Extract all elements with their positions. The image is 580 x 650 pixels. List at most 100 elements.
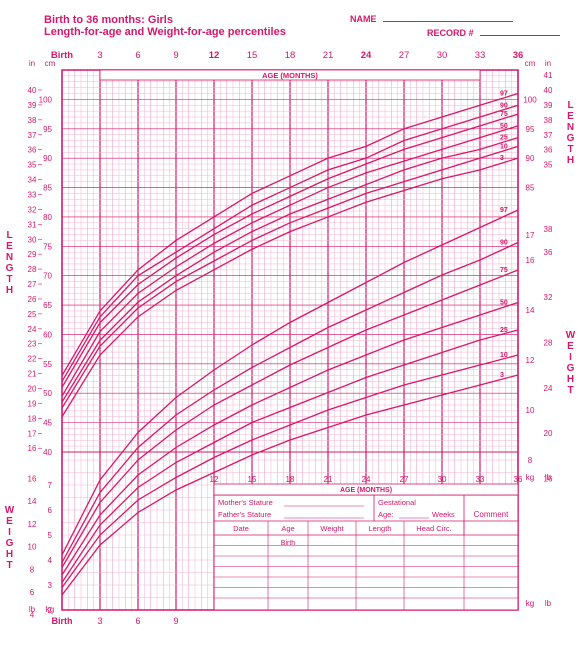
svg-text:AGE (MONTHS): AGE (MONTHS): [262, 71, 318, 80]
svg-text:30: 30: [28, 235, 37, 244]
svg-text:18: 18: [28, 414, 37, 423]
svg-text:37: 37: [544, 131, 553, 140]
svg-text:80: 80: [43, 213, 52, 222]
svg-text:15: 15: [248, 475, 257, 484]
svg-text:9: 9: [173, 616, 178, 626]
svg-text:30: 30: [437, 50, 448, 61]
svg-text:45: 45: [43, 419, 52, 428]
svg-text:3: 3: [97, 616, 102, 626]
svg-text:2: 2: [48, 606, 53, 615]
svg-text:33: 33: [476, 475, 485, 484]
svg-text:Weeks: Weeks: [432, 510, 455, 519]
svg-text:90: 90: [43, 154, 52, 163]
svg-text:35: 35: [28, 161, 37, 170]
svg-text:37: 37: [28, 131, 37, 140]
svg-text:lb: lb: [545, 599, 552, 608]
svg-text:3: 3: [500, 155, 504, 162]
svg-text:16: 16: [28, 475, 37, 484]
svg-text:75: 75: [500, 111, 508, 118]
svg-text:6: 6: [48, 506, 53, 515]
svg-text:28: 28: [28, 265, 37, 274]
svg-text:12: 12: [209, 50, 220, 61]
svg-text:27: 27: [28, 280, 37, 289]
svg-text:21: 21: [28, 370, 37, 379]
svg-text:24: 24: [362, 475, 371, 484]
svg-text:21: 21: [323, 50, 334, 61]
svg-text:25: 25: [28, 310, 37, 319]
svg-text:22: 22: [28, 355, 37, 364]
svg-text:Age:: Age:: [378, 510, 393, 519]
svg-text:5: 5: [48, 531, 53, 540]
svg-text:27: 27: [400, 475, 409, 484]
svg-text:10: 10: [500, 143, 508, 150]
svg-text:26: 26: [28, 295, 37, 304]
svg-text:Birth: Birth: [52, 616, 73, 626]
svg-text:12: 12: [210, 475, 219, 484]
svg-text:in: in: [545, 59, 551, 68]
svg-text:in: in: [29, 59, 35, 68]
svg-text:8: 8: [528, 456, 533, 465]
svg-text:65: 65: [43, 301, 52, 310]
svg-text:kg: kg: [526, 473, 534, 482]
svg-text:cm: cm: [525, 59, 536, 68]
svg-text:6: 6: [30, 588, 35, 597]
svg-text:50: 50: [500, 123, 508, 130]
svg-text:cm: cm: [45, 59, 56, 68]
svg-text:20: 20: [28, 385, 37, 394]
svg-text:85: 85: [526, 184, 535, 193]
svg-text:30: 30: [438, 475, 447, 484]
svg-text:38: 38: [544, 116, 553, 125]
svg-text:24: 24: [28, 325, 37, 334]
svg-text:28: 28: [544, 338, 553, 347]
svg-text:12: 12: [526, 356, 535, 365]
svg-text:36: 36: [513, 50, 524, 61]
svg-text:95: 95: [526, 125, 535, 134]
svg-text:95: 95: [43, 125, 52, 134]
svg-text:14: 14: [526, 306, 535, 315]
svg-text:32: 32: [28, 205, 37, 214]
svg-text:Comment: Comment: [474, 510, 509, 519]
svg-text:16: 16: [544, 475, 553, 484]
svg-text:Gestational: Gestational: [378, 498, 416, 507]
svg-text:3: 3: [48, 581, 53, 590]
svg-text:kg: kg: [526, 599, 534, 608]
svg-text:36: 36: [28, 146, 37, 155]
svg-text:12: 12: [28, 520, 37, 529]
svg-text:75: 75: [500, 267, 508, 274]
svg-text:97: 97: [500, 207, 508, 214]
svg-text:10: 10: [28, 543, 37, 552]
svg-text:60: 60: [43, 330, 52, 339]
svg-text:36: 36: [514, 475, 523, 484]
svg-text:40: 40: [28, 86, 37, 95]
svg-text:39: 39: [544, 101, 553, 110]
svg-text:40: 40: [43, 448, 52, 457]
svg-text:90: 90: [500, 240, 508, 247]
svg-text:38: 38: [28, 116, 37, 125]
svg-text:Mother's Stature: Mother's Stature: [218, 498, 273, 507]
growth-chart-page: Birth to 36 months: Girls Length-for-age…: [0, 0, 580, 650]
svg-text:20: 20: [544, 429, 553, 438]
svg-text:4: 4: [30, 611, 35, 620]
svg-text:Birth: Birth: [281, 540, 296, 547]
svg-text:100: 100: [39, 95, 53, 104]
svg-text:24: 24: [544, 384, 553, 393]
svg-text:23: 23: [28, 340, 37, 349]
svg-text:6: 6: [135, 50, 140, 61]
svg-text:18: 18: [286, 475, 295, 484]
svg-text:55: 55: [43, 360, 52, 369]
svg-text:27: 27: [399, 50, 410, 61]
svg-text:75: 75: [43, 242, 52, 251]
svg-text:4: 4: [48, 556, 53, 565]
svg-text:3: 3: [97, 50, 102, 61]
svg-text:10: 10: [526, 406, 535, 415]
chart-svg: Birth369121518212427303336AGE (MONTHS)in…: [0, 0, 580, 650]
svg-text:25: 25: [500, 135, 508, 142]
svg-text:97: 97: [500, 91, 508, 98]
svg-text:36: 36: [544, 146, 553, 155]
svg-text:33: 33: [475, 50, 486, 61]
svg-text:40: 40: [544, 86, 553, 95]
svg-text:24: 24: [361, 50, 372, 61]
svg-text:15: 15: [247, 50, 258, 61]
svg-text:16: 16: [28, 444, 37, 453]
svg-text:AGE (MONTHS): AGE (MONTHS): [340, 487, 392, 494]
